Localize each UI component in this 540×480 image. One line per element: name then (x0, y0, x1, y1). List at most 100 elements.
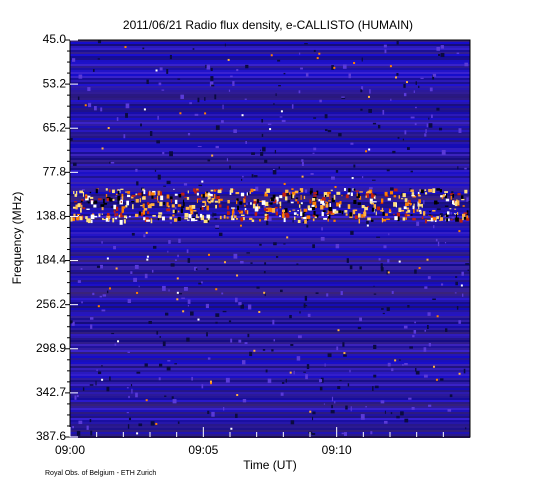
burst-pixel (393, 213, 395, 216)
spectrogram-speck (165, 312, 169, 316)
spectrogram-speck (360, 108, 363, 111)
spectrogram-speck (123, 134, 126, 139)
hot-pixel (136, 291, 139, 294)
spectrogram-speck (157, 174, 161, 180)
spectrogram-speck (136, 371, 141, 374)
burst-pixel (272, 194, 276, 199)
spectrogram-row (70, 212, 470, 214)
spectrogram-row (70, 178, 470, 180)
spectrogram-speck (159, 67, 163, 71)
spectrogram-row (70, 240, 470, 242)
spectrogram-speck (376, 236, 381, 238)
spectrogram-speck (272, 170, 277, 175)
spectrogram-speck (305, 72, 309, 77)
burst-pixel (358, 218, 361, 224)
spectrogram-speck (189, 102, 192, 105)
spectrogram-speck (76, 395, 79, 398)
spectrogram-row (70, 270, 470, 272)
spectrogram-speck (437, 241, 440, 247)
burst-pixel (258, 206, 261, 209)
burst-pixel (180, 208, 183, 214)
burst-pixel (254, 206, 259, 212)
spectrogram-speck (218, 232, 223, 237)
burst-pixel (382, 211, 385, 216)
spectrogram-row (70, 126, 470, 128)
burst-pixel (197, 198, 201, 201)
spectrogram-speck (407, 305, 410, 308)
burst-pixel (301, 217, 304, 219)
hot-pixel (146, 258, 149, 261)
spectrogram-speck (242, 398, 247, 403)
spectrogram-speck (380, 400, 385, 404)
spectrogram-row (70, 286, 470, 288)
spectrogram-speck (96, 369, 98, 372)
hot-pixel (107, 127, 110, 130)
spectrogram-speck (166, 366, 171, 371)
burst-pixel (397, 216, 400, 222)
spectrogram-speck (223, 407, 225, 411)
burst-pixel (427, 219, 431, 222)
spectrogram-row (70, 388, 470, 390)
burst-pixel (300, 211, 303, 217)
spectrogram-row (70, 114, 470, 116)
spectrogram-speck (445, 328, 448, 332)
burst-pixel (200, 215, 205, 221)
burst-pixel (140, 213, 143, 217)
spectrogram-row (70, 150, 470, 152)
burst-pixel (341, 210, 344, 215)
burst-pixel (142, 210, 145, 215)
burst-pixel (439, 219, 442, 222)
spectrogram-speck (230, 75, 233, 78)
spectrogram-speck (111, 332, 115, 335)
spectrogram-row (70, 166, 470, 168)
spectrogram-speck (246, 202, 248, 205)
burst-pixel (316, 190, 319, 196)
burst-pixel (131, 201, 135, 203)
spectrogram-speck (149, 131, 153, 136)
burst-pixel (292, 194, 295, 199)
spectrogram-speck (296, 263, 299, 265)
spectrogram-speck (152, 245, 157, 249)
spectrogram-speck (296, 356, 301, 361)
burst-pixel (285, 189, 289, 193)
burst-pixel (311, 198, 316, 201)
burst-pixel (125, 205, 128, 208)
spectrogram-speck (181, 297, 185, 299)
spectrogram-row (70, 400, 470, 402)
spectrogram-speck (447, 409, 452, 412)
spectrogram-row (70, 406, 470, 408)
burst-pixel (119, 219, 123, 225)
spectrogram-speck (390, 412, 393, 415)
spectrogram-speck (416, 221, 420, 226)
burst-pixel (327, 215, 329, 217)
spectrogram-speck (264, 159, 268, 163)
spectrogram-row (70, 300, 470, 302)
spectrogram-row (70, 70, 470, 72)
spectrogram-speck (388, 233, 390, 236)
burst-pixel (463, 212, 468, 215)
spectrogram-speck (404, 130, 407, 135)
spectrogram-row (70, 408, 470, 410)
spectrogram-row (70, 392, 470, 394)
spectrogram-speck (427, 312, 431, 316)
burst-pixel (102, 217, 104, 220)
hot-pixel (353, 61, 356, 64)
spectrogram-speck (373, 344, 377, 350)
spectrogram-speck (230, 338, 233, 343)
spectrogram-row (70, 68, 470, 70)
burst-pixel (363, 215, 366, 218)
burst-pixel (420, 189, 424, 194)
spectrogram-speck (126, 411, 129, 414)
spectrogram-speck (205, 303, 209, 309)
burst-pixel (105, 188, 108, 191)
burst-pixel (196, 198, 198, 203)
spectrogram-row (70, 404, 470, 406)
hot-pixel (300, 202, 303, 205)
y-tick-label: 65.2 (43, 120, 67, 134)
spectrogram-speck (242, 175, 244, 178)
spectrogram-row (70, 394, 470, 396)
spectrogram-speck (78, 74, 83, 79)
burst-pixel (231, 210, 234, 216)
spectrogram-speck (315, 292, 319, 294)
spectrogram-row (70, 74, 470, 76)
